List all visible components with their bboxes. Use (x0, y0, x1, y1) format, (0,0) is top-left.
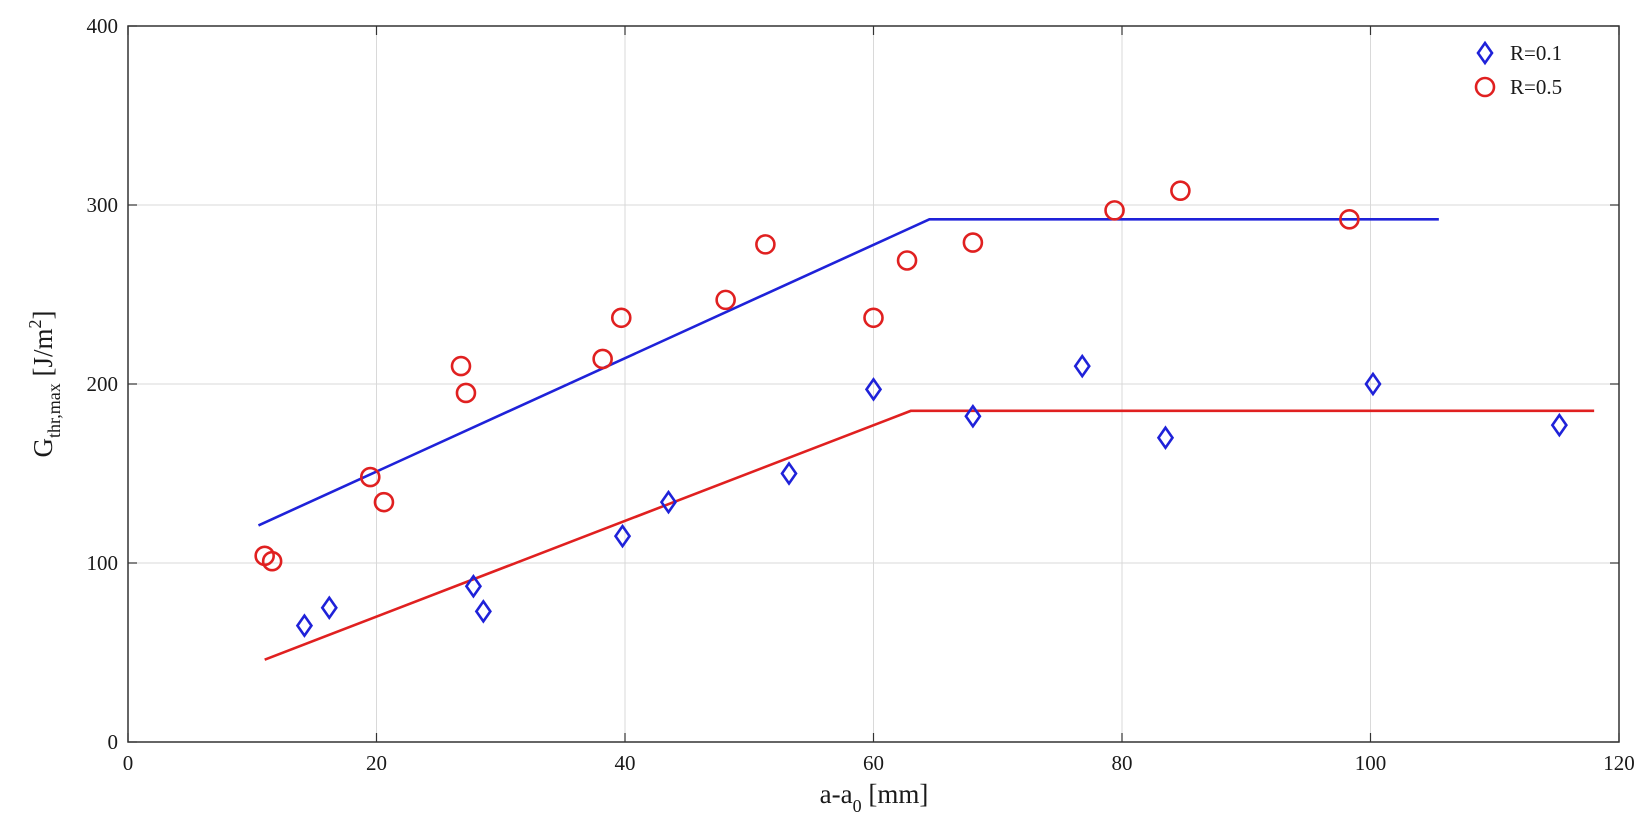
grid (128, 26, 1619, 742)
y-tick-label: 200 (87, 372, 119, 396)
point-circle (896, 250, 918, 271)
point-circle (450, 355, 472, 377)
y-axis-label-rest: [J/m (28, 328, 58, 383)
y-axis-label-sub: thr,max (44, 383, 64, 438)
point-diamond (474, 599, 492, 624)
y-tick-label: 300 (87, 193, 119, 217)
point-circle (962, 232, 984, 253)
point-circle (1170, 180, 1191, 201)
y-axis-label-main: G (28, 438, 58, 458)
point-diamond (320, 595, 338, 621)
legend-box (1452, 34, 1612, 110)
legend-label-r01: R=0.1 (1510, 41, 1562, 65)
point-circle (455, 382, 477, 404)
point-circle (1104, 200, 1125, 221)
x-tick-label: 0 (123, 751, 134, 775)
point-circle (1339, 209, 1360, 230)
point-diamond (964, 403, 982, 429)
x-tick-label: 60 (863, 751, 884, 775)
point-diamond (864, 377, 883, 402)
point-diamond (1156, 425, 1175, 450)
y-tick-label: 400 (87, 14, 119, 38)
y-axis-label: Gthr,max [J/m2] (25, 310, 64, 457)
legend-label-r05: R=0.5 (1510, 75, 1562, 99)
fit-lines (257, 218, 1595, 661)
point-diamond (295, 613, 314, 638)
y-axis-label-end: ] (28, 310, 58, 319)
point-diamond (464, 574, 483, 599)
point-diamond (1550, 412, 1568, 438)
x-axis-label-rest: [mm] (862, 779, 929, 809)
fit-line (257, 218, 1439, 527)
legend-diamond-icon (1476, 40, 1494, 66)
point-circle (261, 550, 283, 572)
point-diamond (780, 461, 798, 486)
point-circle (715, 289, 736, 311)
point-circle (755, 234, 776, 255)
fit-line (264, 409, 1595, 661)
y-axis-label-sup: 2 (25, 319, 45, 328)
point-circle (373, 491, 395, 513)
point-diamond (1073, 353, 1091, 379)
legend-circle-icon (1474, 76, 1496, 98)
x-tick-label: 20 (366, 751, 387, 775)
point-diamond (1364, 371, 1382, 397)
x-tick-label: 100 (1355, 751, 1387, 775)
point-diamond (613, 523, 632, 549)
ticks (127, 25, 1620, 743)
x-tick-label: 40 (615, 751, 636, 775)
legend: R=0.1 R=0.5 (1452, 34, 1612, 110)
x-axis-label-sub: 0 (853, 796, 862, 816)
x-axis-label: a-a0 [mm] (820, 779, 929, 816)
markers (254, 180, 1568, 638)
y-tick-label: 0 (108, 730, 119, 754)
point-circle (863, 307, 884, 329)
y-tick-label: 100 (87, 551, 119, 575)
tick-labels: 0 20 40 60 80 100 120 0 100 200 300 400 (87, 14, 1635, 775)
point-circle (359, 466, 381, 488)
x-axis-label-main: a-a (820, 779, 853, 809)
point-diamond (659, 489, 678, 515)
x-tick-label: 120 (1603, 751, 1635, 775)
x-tick-label: 80 (1112, 751, 1133, 775)
point-circle (592, 348, 613, 370)
point-circle (610, 307, 632, 329)
